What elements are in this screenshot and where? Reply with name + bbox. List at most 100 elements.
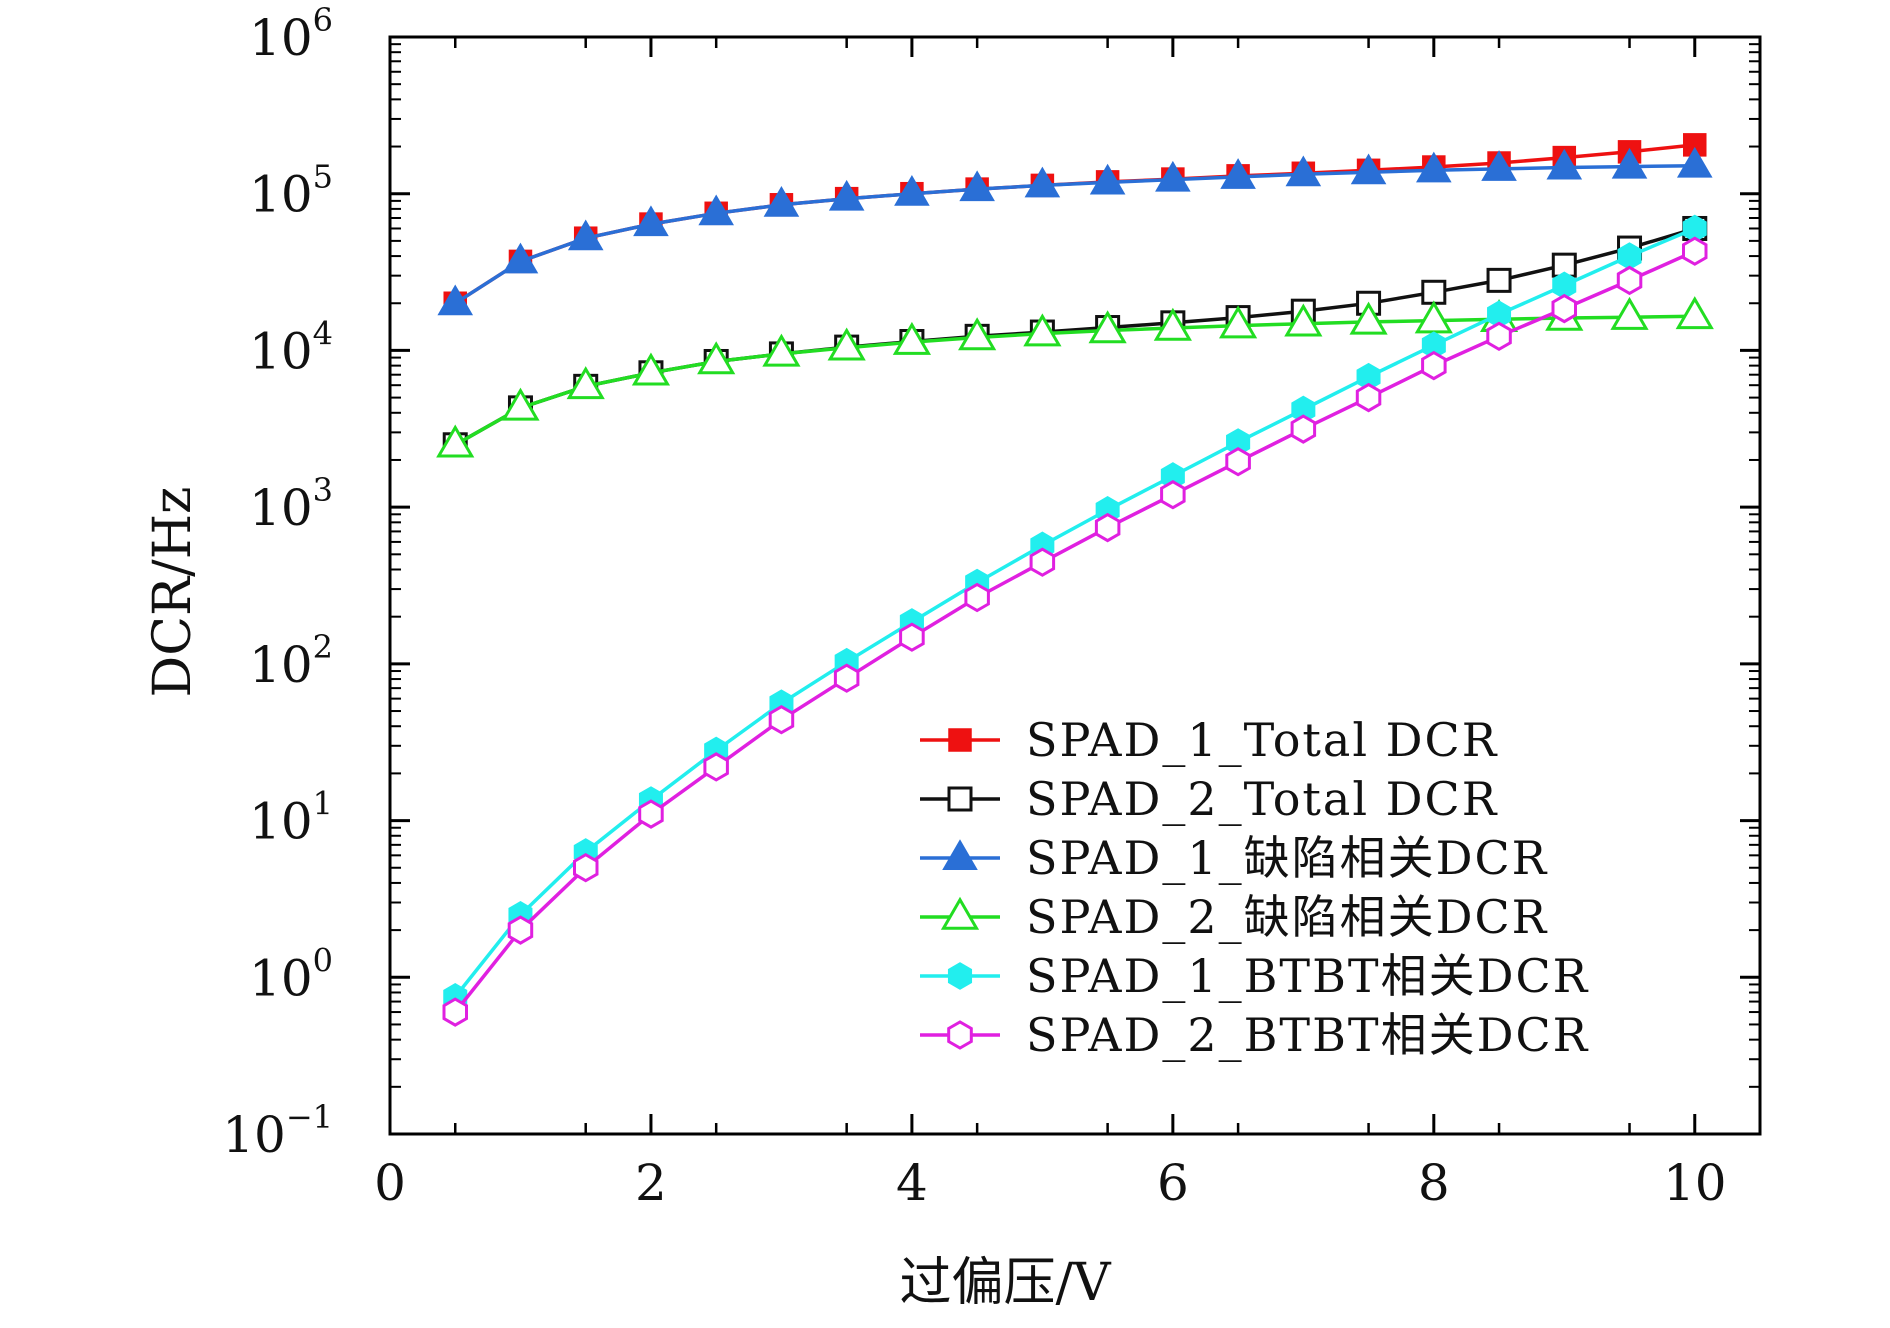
data-point <box>1023 313 1062 347</box>
data-point <box>502 242 539 274</box>
series-6 <box>442 236 1708 1027</box>
x-tick-label: 6 <box>1157 1154 1189 1212</box>
data-point <box>1675 296 1714 330</box>
data-point <box>1481 150 1517 181</box>
y-tick-exponent: 3 <box>313 471 333 509</box>
legend-marker <box>948 728 972 752</box>
data-point <box>768 704 795 735</box>
legend-marker <box>940 896 980 930</box>
data-point <box>1551 293 1577 324</box>
legend-item: SPAD_1_BTBT相关DCR <box>920 949 1589 1003</box>
data-point <box>436 424 475 458</box>
series-group <box>436 133 1714 1027</box>
y-tick-exponent: 4 <box>313 314 333 352</box>
data-point <box>762 333 801 367</box>
data-point <box>1617 242 1642 270</box>
data-point <box>1682 236 1708 266</box>
data-point <box>1155 160 1191 192</box>
legend-label: SPAD_1_缺陷相关DCR <box>1026 831 1548 885</box>
data-point <box>1153 307 1192 341</box>
data-point <box>633 205 669 237</box>
series-3 <box>437 146 1713 316</box>
data-point <box>1290 414 1317 444</box>
y-tick-label: 102 <box>249 628 333 694</box>
data-point <box>442 997 468 1027</box>
data-point <box>1218 305 1258 339</box>
y-axis-title: DCR/Hz <box>143 487 203 698</box>
y-tick-exponent: 6 <box>313 1 333 39</box>
data-point <box>1029 547 1056 577</box>
data-point <box>1611 147 1648 179</box>
x-tick-label: 0 <box>374 1154 406 1212</box>
x-tick-label: 2 <box>635 1154 667 1212</box>
y-tick-base: 10 <box>249 793 313 851</box>
y-tick-base: 10 <box>249 479 313 537</box>
y-tick-base: 10 <box>249 9 313 67</box>
y-tick-label: 104 <box>249 314 333 380</box>
data-point <box>1676 146 1713 178</box>
legend-label: SPAD_2_Total DCR <box>1026 772 1498 826</box>
legend-item: SPAD_1_缺陷相关DCR <box>920 831 1548 885</box>
data-point <box>1486 321 1512 352</box>
data-point <box>1094 512 1121 543</box>
data-point <box>1421 350 1447 381</box>
data-point <box>1088 310 1127 344</box>
y-tick-exponent: 0 <box>313 941 333 979</box>
y-tick-exponent: −1 <box>286 1098 333 1136</box>
data-point <box>894 174 930 206</box>
legend-label: SPAD_2_缺陷相关DCR <box>1026 890 1548 944</box>
data-point <box>1355 382 1382 413</box>
data-point <box>763 186 800 217</box>
data-point <box>698 194 734 226</box>
y-tick-label: 100 <box>249 941 333 1007</box>
data-point <box>437 284 474 316</box>
data-point <box>1616 265 1643 296</box>
legend-marker <box>947 962 973 990</box>
x-tick-label: 10 <box>1663 1154 1727 1212</box>
legend-item: SPAD_2_Total DCR <box>920 772 1498 826</box>
plot-frame <box>388 35 1762 1136</box>
y-tick-base: 10 <box>249 636 313 694</box>
legend-label: SPAD_1_Total DCR <box>1026 713 1498 767</box>
data-point <box>827 327 866 361</box>
data-point <box>892 321 932 355</box>
data-point <box>631 352 671 386</box>
x-tick-label: 4 <box>896 1154 928 1212</box>
y-tick-base: 10 <box>249 949 313 1007</box>
data-point <box>501 387 540 421</box>
y-tick-label: 10−1 <box>222 1098 333 1164</box>
legend-marker <box>947 786 973 812</box>
y-tick-base: 10 <box>222 1106 286 1164</box>
legend-item: SPAD_2_缺陷相关DCR <box>920 890 1548 944</box>
legend-label: SPAD_1_BTBT相关DCR <box>1026 949 1589 1003</box>
data-point <box>1284 303 1323 337</box>
y-tick-label: 105 <box>249 158 333 224</box>
data-point <box>1285 155 1322 187</box>
data-point <box>638 799 664 829</box>
data-point <box>1421 279 1447 305</box>
data-point <box>1225 446 1251 477</box>
legend-marker <box>947 1020 973 1050</box>
y-tick-label: 101 <box>249 785 333 851</box>
series-5 <box>443 214 1707 1011</box>
data-point <box>1024 166 1061 198</box>
legend-label: SPAD_2_BTBT相关DCR <box>1026 1008 1589 1062</box>
y-tick-base: 10 <box>249 166 313 224</box>
y-tick-label: 106 <box>249 1 333 67</box>
data-point <box>1610 296 1649 330</box>
data-point <box>567 219 604 251</box>
axis-ticks <box>388 35 1760 1136</box>
data-point <box>1349 301 1388 335</box>
y-tick-exponent: 1 <box>313 785 333 823</box>
data-point <box>507 915 534 945</box>
y-tick-exponent: 5 <box>313 158 333 196</box>
data-point <box>573 852 599 883</box>
legend-marker <box>942 839 978 870</box>
data-point <box>964 582 990 613</box>
data-point <box>1350 153 1387 185</box>
data-point <box>1089 163 1126 195</box>
